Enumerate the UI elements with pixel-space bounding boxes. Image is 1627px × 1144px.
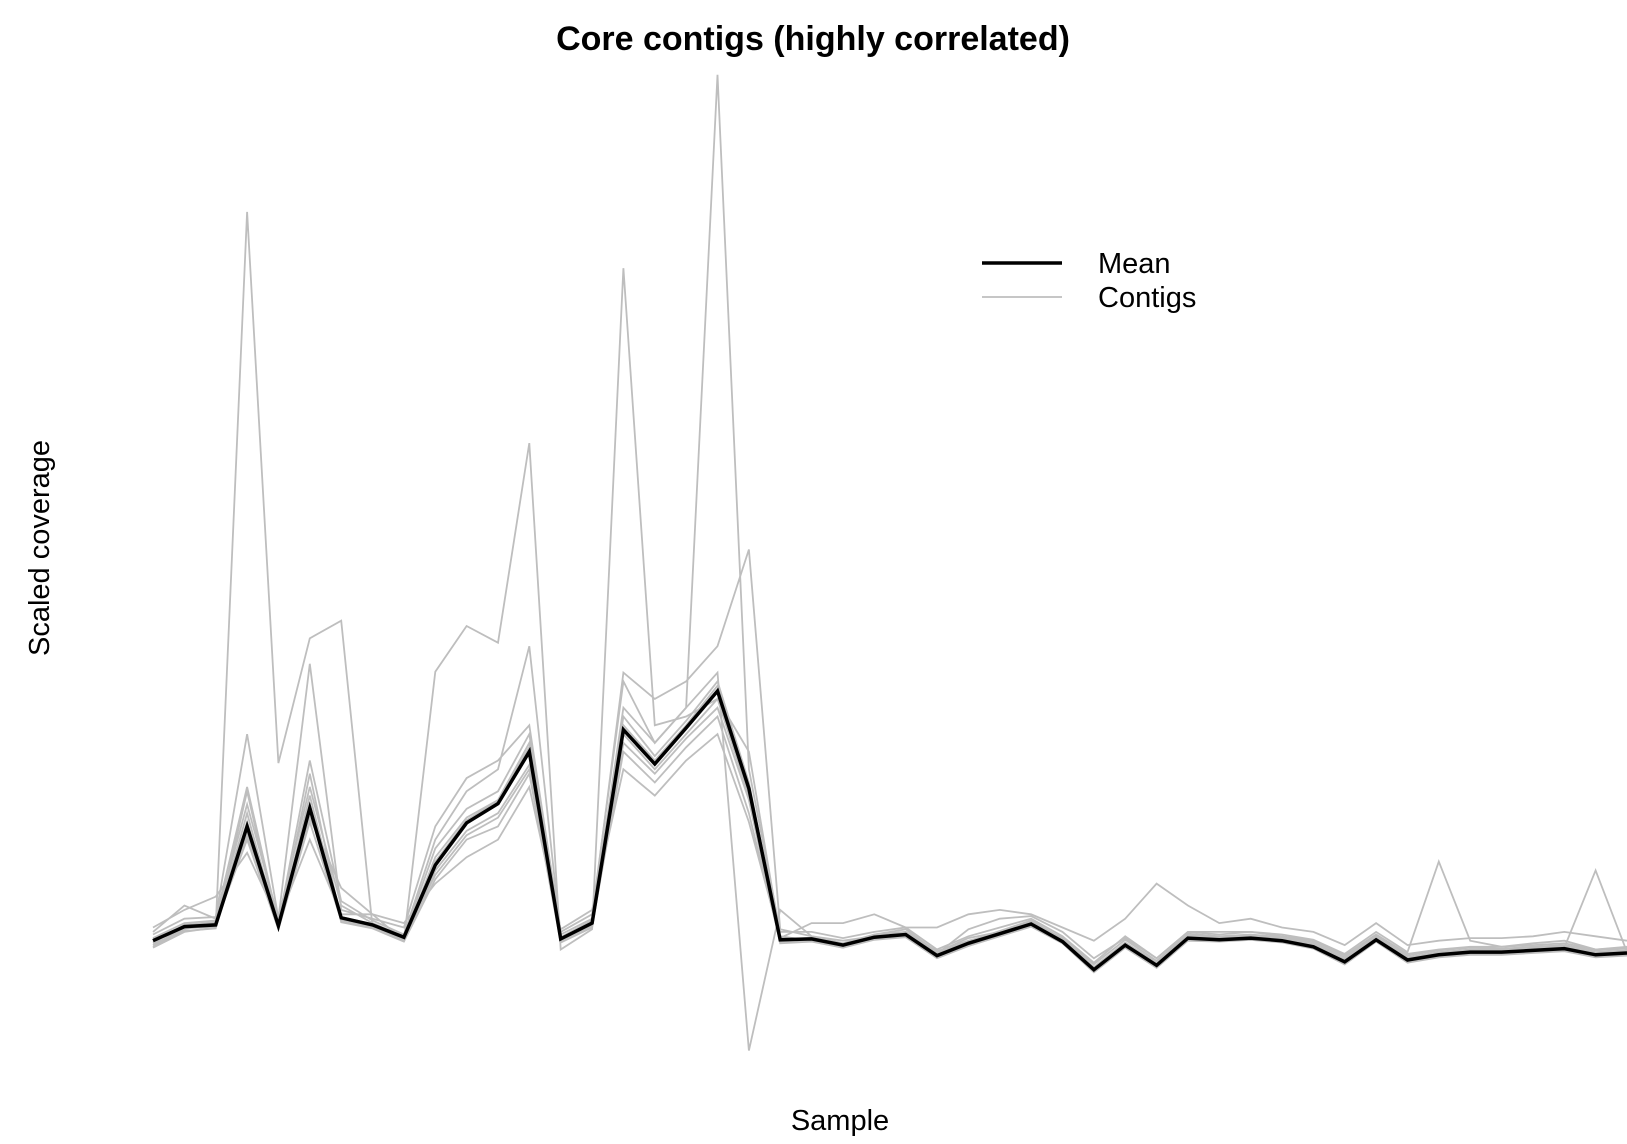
y-axis-label: Scaled coverage [24,440,56,656]
series-line-contig-4 [152,670,1627,1051]
series-line-mean [152,687,1627,972]
series-line-contig-1 [152,211,1627,969]
legend-label-mean: Mean [1098,248,1171,280]
chart-title: Core contigs (highly correlated) [556,20,1070,58]
legend: Mean Contigs [982,248,1196,314]
legend-label-contigs: Contigs [1098,282,1196,314]
x-axis-label: Sample [791,1105,889,1137]
series-line-contig-3 [152,549,1627,966]
series-line-contig-2 [152,74,1627,964]
series-line-contig-6 [152,732,1627,947]
series-layer [152,74,1627,1051]
